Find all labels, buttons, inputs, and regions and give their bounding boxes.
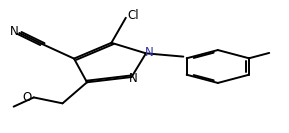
Text: N: N: [10, 25, 18, 38]
Text: Cl: Cl: [127, 9, 139, 22]
Text: N: N: [145, 46, 154, 59]
Text: O: O: [22, 91, 31, 104]
Text: N: N: [129, 72, 137, 85]
